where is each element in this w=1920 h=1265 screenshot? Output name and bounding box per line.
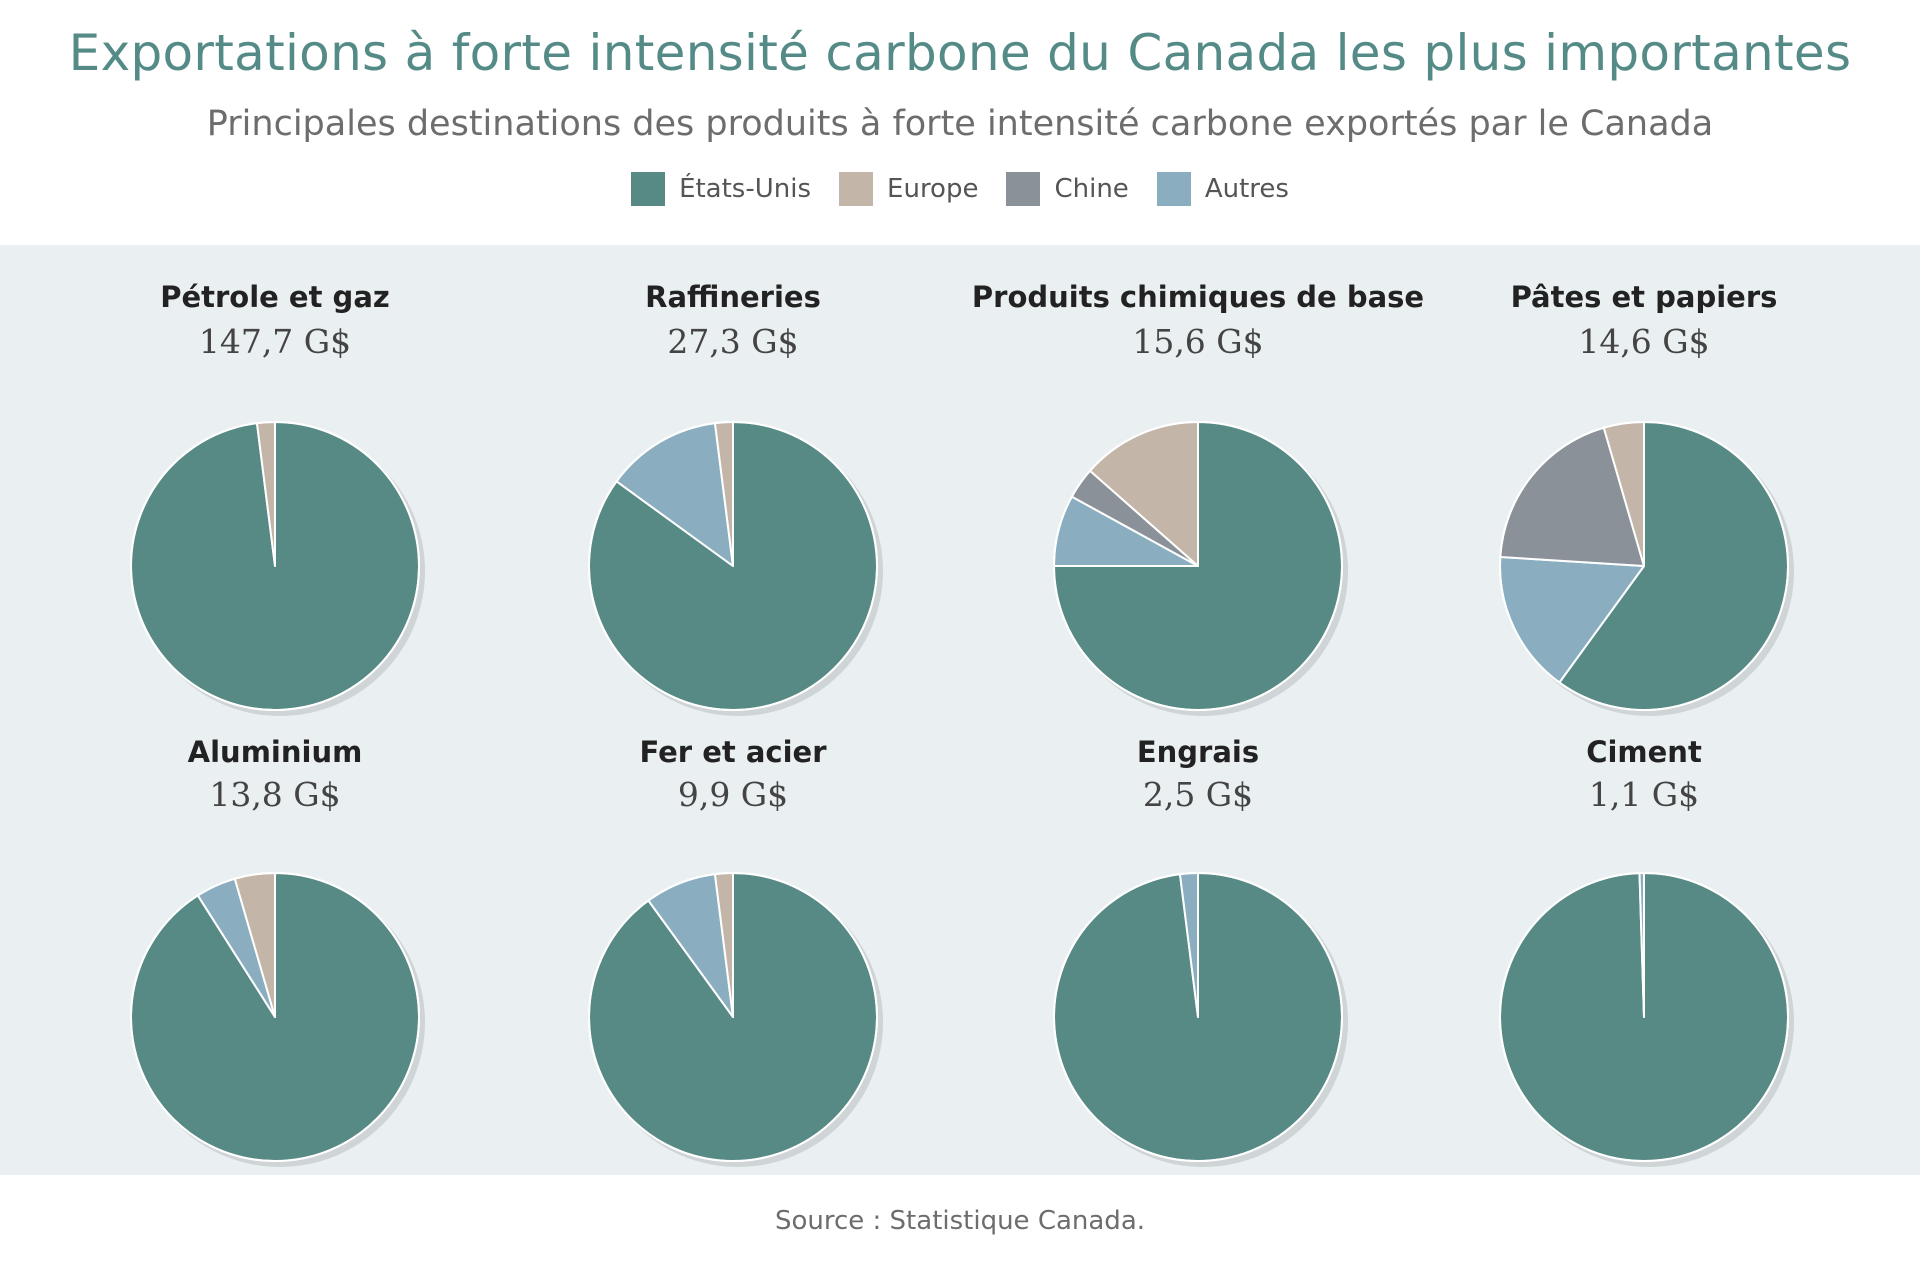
pie-total: 13,8 G$	[209, 775, 341, 814]
pie-name: Pâtes et papiers	[1510, 280, 1778, 314]
legend-item-etats-unis: États-Unis	[631, 172, 811, 206]
pie-card: Fer et acier 9,9 G$	[503, 735, 963, 1195]
pie-outline	[588, 872, 878, 1162]
pie-total: 147,7 G$	[198, 322, 352, 361]
pie-total: 15,6 G$	[1132, 322, 1264, 361]
pie-chart	[1053, 421, 1348, 716]
pie-outline	[130, 421, 420, 711]
pie-grid-panel: Pétrole et gaz 147,7 G$ Raffineries 27,3…	[0, 245, 1920, 1175]
legend-swatch	[1006, 172, 1041, 206]
pie-chart	[588, 872, 883, 1167]
pie-card: Pâtes et papiers 14,6 G$	[1414, 280, 1874, 740]
legend-swatch	[839, 172, 874, 206]
pie-name: Aluminium	[187, 735, 363, 769]
legend-item-europe: Europe	[839, 172, 978, 206]
pie-chart	[130, 872, 425, 1167]
pie-card: Raffineries 27,3 G$	[503, 280, 963, 740]
chart-subtitle: Principales destinations des produits à …	[206, 104, 1714, 144]
pie-chart	[588, 421, 883, 716]
legend-label: Chine	[1054, 174, 1129, 204]
pie-name: Engrais	[1136, 735, 1260, 769]
pie-outline	[1499, 421, 1789, 711]
pie-card: Ciment 1,1 G$	[1414, 735, 1874, 1195]
legend-label: États-Unis	[679, 174, 812, 204]
pie-outline	[1053, 421, 1343, 711]
pie-name: Produits chimiques de base	[971, 280, 1425, 314]
pie-total: 2,5 G$	[1142, 775, 1254, 814]
pie-outline	[588, 421, 878, 711]
pie-name: Pétrole et gaz	[160, 280, 390, 314]
pie-total: 9,9 G$	[677, 775, 789, 814]
pie-card: Aluminium 13,8 G$	[45, 735, 505, 1195]
pie-chart	[1499, 872, 1794, 1167]
pie-outline	[1499, 872, 1789, 1162]
legend-label: Autres	[1204, 174, 1289, 204]
pie-total: 27,3 G$	[667, 322, 799, 361]
pie-total: 1,1 G$	[1588, 775, 1700, 814]
chart-title: Exportations à forte intensité carbone d…	[68, 24, 1852, 82]
pie-card: Engrais 2,5 G$	[968, 735, 1428, 1195]
legend: États-Unis Europe Chine Autres	[0, 172, 1920, 206]
pie-chart	[1499, 421, 1794, 716]
legend-swatch	[1156, 172, 1191, 206]
pie-chart	[130, 421, 425, 716]
source-note: Source : Statistique Canada.	[774, 1206, 1146, 1236]
pie-name: Raffineries	[645, 280, 821, 314]
legend-label: Europe	[887, 174, 979, 204]
legend-swatch	[631, 172, 666, 206]
legend-item-chine: Chine	[1006, 172, 1129, 206]
pie-card: Produits chimiques de base 15,6 G$	[968, 280, 1428, 740]
pie-outline	[130, 872, 420, 1162]
pie-outline	[1053, 872, 1343, 1162]
legend-item-autres: Autres	[1156, 172, 1289, 206]
pie-name: Ciment	[1586, 735, 1702, 769]
pie-total: 14,6 G$	[1578, 322, 1710, 361]
pie-chart	[1053, 872, 1348, 1167]
pie-card: Pétrole et gaz 147,7 G$	[45, 280, 505, 740]
pie-name: Fer et acier	[639, 735, 827, 769]
